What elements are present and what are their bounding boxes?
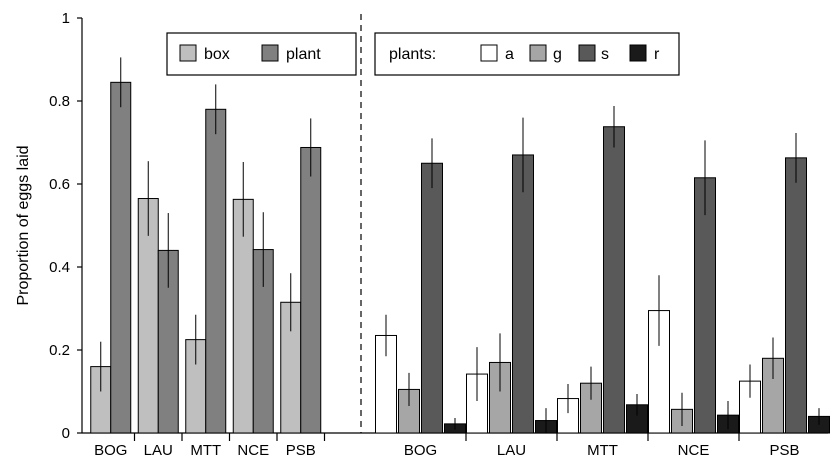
legend-swatch bbox=[629, 44, 647, 62]
bar-nce-s bbox=[694, 177, 716, 434]
x-category-label: PSB bbox=[286, 442, 316, 459]
x-category-label: NCE bbox=[237, 442, 269, 459]
x-category-label: BOG bbox=[94, 442, 127, 459]
legend-label: plant bbox=[286, 46, 321, 63]
y-tick-label: 1 bbox=[62, 10, 70, 27]
legend-label: s bbox=[601, 46, 609, 63]
bar-mtt-s bbox=[603, 126, 625, 434]
legend-swatch bbox=[480, 44, 498, 62]
x-category-label: PSB bbox=[769, 442, 799, 459]
bar-bog-plant bbox=[110, 81, 132, 434]
y-tick-label: 0.8 bbox=[49, 93, 70, 110]
y-axis-title: Proportion of eggs laid bbox=[15, 145, 32, 305]
x-category-label: NCE bbox=[678, 442, 710, 459]
y-tick-label: 0.2 bbox=[49, 342, 70, 359]
x-category-label: LAU bbox=[144, 442, 173, 459]
legend-swatch bbox=[261, 44, 279, 62]
bar-bog-s bbox=[421, 162, 443, 434]
y-tick-label: 0.6 bbox=[49, 176, 70, 193]
bar-lau-s bbox=[512, 154, 534, 434]
legend-swatch bbox=[179, 44, 197, 62]
legend-swatch bbox=[578, 44, 596, 62]
legend-box bbox=[374, 32, 680, 76]
x-category-label: MTT bbox=[190, 442, 221, 459]
legend-label: r bbox=[654, 46, 660, 63]
y-tick-label: 0 bbox=[62, 425, 70, 442]
legend-title: plants: bbox=[389, 46, 436, 63]
legend-swatch bbox=[529, 44, 547, 62]
bar-psb-plant bbox=[300, 146, 322, 434]
legend-label: box bbox=[204, 46, 230, 63]
bar-psb-s bbox=[785, 157, 807, 434]
x-category-label: MTT bbox=[587, 442, 618, 459]
legend-label: a bbox=[505, 46, 514, 63]
legend-label: g bbox=[553, 46, 562, 63]
x-category-label: BOG bbox=[404, 442, 437, 459]
x-category-label: LAU bbox=[497, 442, 526, 459]
y-tick-label: 0.4 bbox=[49, 259, 70, 276]
bar-mtt-plant bbox=[205, 108, 227, 434]
